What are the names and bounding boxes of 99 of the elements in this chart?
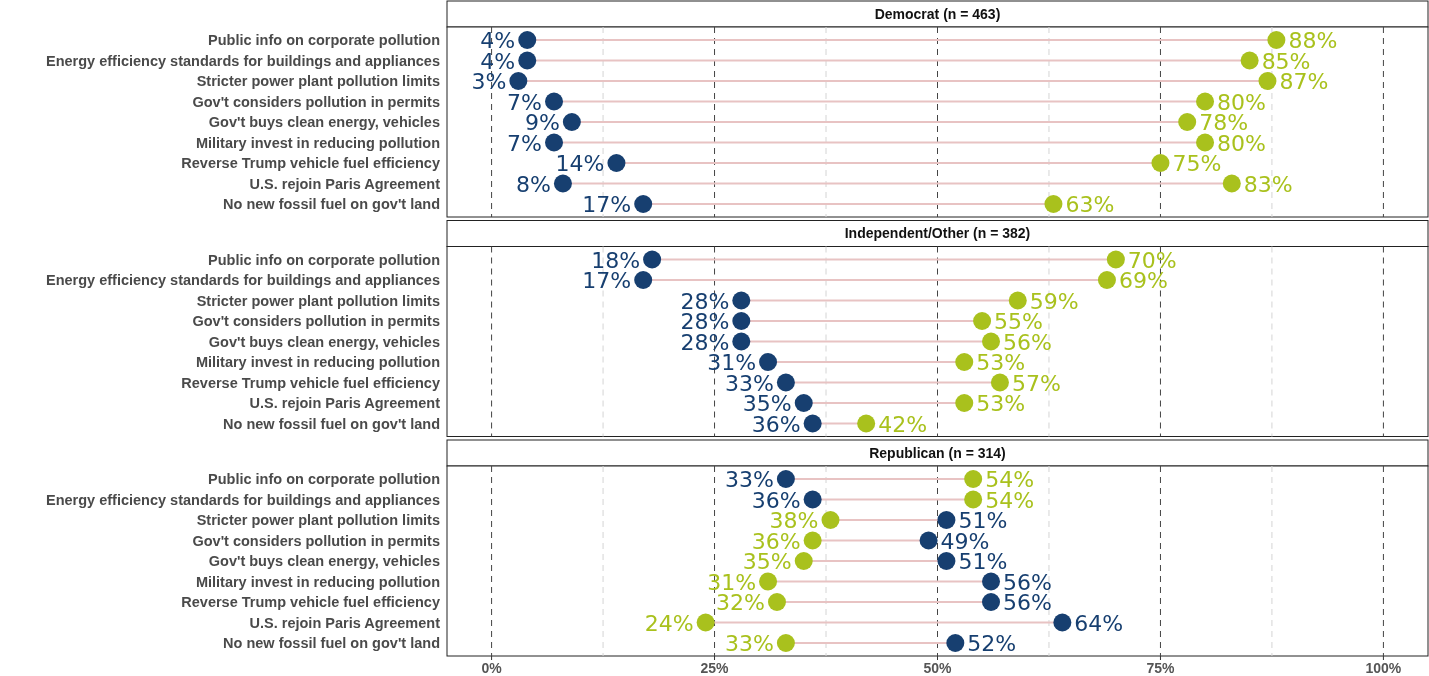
y-tick-label: Energy efficiency standards for buildings and appliances — [45, 272, 440, 288]
point — [794, 394, 813, 412]
y-tick-label: Public info on corporate pollution — [208, 471, 440, 487]
y-tick-label: Gov't buys clean energy, vehicles — [208, 333, 440, 350]
data-label: 64% — [1074, 610, 1124, 636]
point — [518, 31, 537, 49]
y-tick-label: U.S. rejoin Paris Agreement — [249, 395, 441, 411]
x-tick-label: 25% — [700, 660, 730, 676]
y-tick-label: U.S. rejoin Paris Agreement — [249, 175, 441, 192]
x-tick-label: 100% — [1365, 660, 1402, 676]
y-tick-label: Stricter power plant pollution limits — [196, 292, 440, 309]
y-tick-label: Military invest in reducing pollution — [195, 134, 440, 151]
y-tick-label: No new fossil fuel on gov't land — [223, 196, 440, 212]
point — [1008, 291, 1027, 310]
point — [1053, 613, 1072, 632]
data-label: 24% — [644, 610, 694, 636]
y-tick-label: Gov't buys clean energy, vehicles — [208, 553, 440, 569]
point — [545, 92, 564, 111]
chart-title: Republican (n = 314) — [869, 444, 1006, 461]
point — [732, 312, 751, 330]
y-tick-label: Reverse Trump vehicle fuel efficiency — [181, 155, 440, 171]
y-tick-label: Reverse Trump vehicle fuel efficiency — [181, 594, 440, 610]
y-tick-label: Stricter power plant pollution limits — [196, 512, 440, 528]
point — [776, 634, 795, 652]
point — [553, 174, 572, 193]
data-label: 42% — [878, 411, 928, 437]
point — [1196, 133, 1215, 152]
data-label: 63% — [1065, 192, 1115, 217]
point — [990, 373, 1009, 392]
y-tick-label: No new fossil fuel on gov't land — [223, 415, 440, 432]
x-tick-label: 75% — [1146, 660, 1176, 676]
point — [509, 72, 528, 90]
point — [732, 332, 751, 351]
x-tick-label: 0% — [481, 660, 503, 676]
y-tick-label: Gov't buys clean energy, vehicles — [208, 114, 440, 130]
y-tick-label: Gov't considers pollution in permits — [192, 313, 440, 329]
y-tick-label: Reverse Trump vehicle fuel efficiency — [181, 374, 440, 391]
point — [1106, 250, 1125, 269]
chart-title: Democrat (n = 463) — [874, 5, 1001, 22]
point — [794, 552, 813, 570]
point — [955, 394, 974, 412]
y-tick-label: Energy efficiency standards for buildings and appliances — [45, 491, 440, 508]
point — [803, 414, 822, 433]
point — [1267, 31, 1286, 49]
point — [545, 133, 564, 152]
data-label: 8% — [516, 171, 551, 197]
y-tick-label: Military invest in reducing pollution — [195, 354, 440, 370]
point — [1097, 271, 1116, 289]
point — [643, 250, 662, 269]
point — [1178, 113, 1197, 131]
y-tick-label: U.S. rejoin Paris Agreement — [249, 614, 441, 631]
y-tick-label: Energy efficiency standards for buildings and appliances — [45, 52, 440, 69]
point — [946, 634, 965, 652]
y-tick-label: Public info on corporate pollution — [208, 251, 440, 268]
point — [964, 470, 983, 488]
point — [1196, 92, 1215, 111]
y-tick-label: No new fossil fuel on gov't land — [223, 635, 440, 651]
point — [937, 552, 956, 570]
point — [803, 531, 822, 550]
point — [937, 511, 956, 529]
data-label: 14% — [555, 151, 605, 176]
point — [767, 593, 786, 611]
point — [1222, 174, 1241, 193]
point — [732, 291, 751, 310]
x-tick-label: 50% — [923, 660, 953, 676]
point — [776, 373, 795, 392]
point — [1151, 154, 1170, 172]
point — [562, 113, 581, 131]
point — [982, 332, 1001, 351]
data-label: 33% — [724, 631, 774, 656]
point — [759, 353, 778, 371]
data-label: 52% — [967, 631, 1017, 656]
point — [973, 312, 992, 330]
point — [982, 572, 1001, 591]
point — [955, 353, 974, 371]
point — [607, 154, 626, 172]
point — [821, 511, 840, 529]
data-label: 17% — [582, 192, 632, 217]
y-tick-label: Military invest in reducing pollution — [195, 573, 440, 590]
point — [518, 51, 537, 70]
point — [759, 572, 778, 591]
data-label: 83% — [1243, 171, 1293, 197]
point — [857, 414, 876, 433]
point — [776, 470, 795, 488]
point — [982, 593, 1001, 611]
point — [1044, 195, 1063, 213]
chart-title: Independent/Other (n = 382) — [844, 225, 1031, 241]
point — [964, 490, 983, 509]
point — [803, 490, 822, 509]
point — [634, 271, 653, 289]
y-tick-label: Public info on corporate pollution — [208, 32, 440, 48]
point — [919, 531, 938, 550]
point — [1240, 51, 1259, 70]
y-tick-label: Gov't considers pollution in permits — [192, 93, 440, 110]
y-tick-label: Gov't considers pollution in permits — [192, 532, 440, 549]
point — [696, 613, 715, 632]
y-tick-label: Stricter power plant pollution limits — [196, 73, 440, 89]
point — [1258, 72, 1277, 90]
point — [634, 195, 653, 213]
